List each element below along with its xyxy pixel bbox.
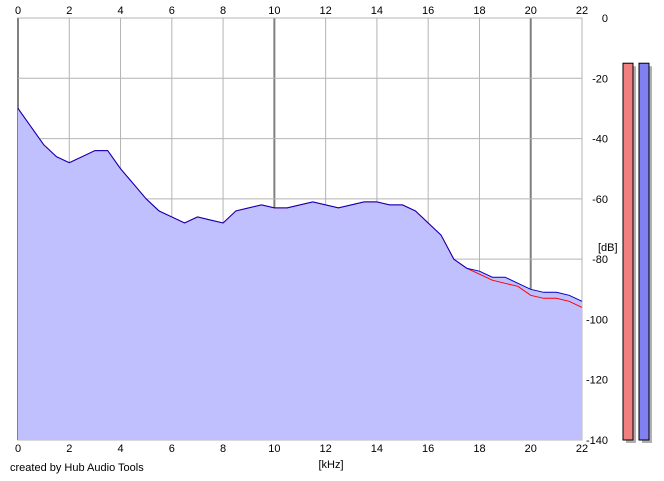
y-tick-label: -100: [586, 314, 608, 326]
y-tick-label: -20: [592, 73, 608, 85]
y-tick-label: -140: [586, 435, 608, 447]
x-tick-label-top: 12: [320, 5, 332, 17]
x-tick-label-bottom: 14: [371, 443, 383, 455]
level-meters: [622, 62, 652, 443]
x-tick-label-bottom: 22: [576, 443, 588, 455]
x-tick-label-top: 6: [169, 5, 175, 17]
x-tick-label-top: 4: [117, 5, 123, 17]
x-tick-label-bottom: 12: [320, 443, 332, 455]
x-tick-label-top: 18: [473, 5, 485, 17]
x-tick-label-top: 10: [268, 5, 280, 17]
x-tick-labels-bottom: 0 2 4 6 8 10 12 14 16 18 20 22: [15, 443, 588, 455]
left-level-meter: [622, 62, 634, 441]
right-level-meter: [638, 62, 650, 441]
y-tick-label: 0: [602, 13, 608, 25]
right-channel-line: [17, 108, 583, 302]
x-tick-label-bottom: 18: [473, 443, 485, 455]
x-tick-label-top: 20: [525, 5, 537, 17]
x-tick-label-top: 14: [371, 5, 383, 17]
x-tick-label-bottom: 10: [268, 443, 280, 455]
x-tick-labels-top: 0 2 4 6 8 10 12 14 16 18 20 22: [15, 5, 588, 17]
x-axis-label: [kHz]: [318, 459, 343, 471]
y-tick-label: -120: [586, 375, 608, 387]
y-tick-labels: 0 -20 -40 -60 -80 -100 -120 -140: [586, 13, 608, 447]
credit-text: created by Hub Audio Tools: [10, 462, 144, 474]
x-tick-label-bottom: 16: [422, 443, 434, 455]
x-tick-label-bottom: 0: [15, 443, 21, 455]
spectrum-area-fill: [18, 108, 582, 441]
y-tick-label: -60: [592, 194, 608, 206]
y-tick-label: -80: [592, 254, 608, 266]
x-tick-label-top: 16: [422, 5, 434, 17]
x-tick-label-bottom: 2: [66, 443, 72, 455]
x-tick-label-top: 22: [576, 5, 588, 17]
x-tick-label-bottom: 4: [117, 443, 123, 455]
x-tick-label-bottom: 20: [525, 443, 537, 455]
x-tick-label-top: 8: [220, 5, 226, 17]
y-tick-label: -40: [592, 134, 608, 146]
y-axis-label: [dB]: [598, 242, 618, 254]
x-tick-label-bottom: 6: [169, 443, 175, 455]
x-tick-label-top: 0: [15, 5, 21, 17]
x-tick-label-bottom: 8: [220, 443, 226, 455]
x-tick-label-top: 2: [66, 5, 72, 17]
